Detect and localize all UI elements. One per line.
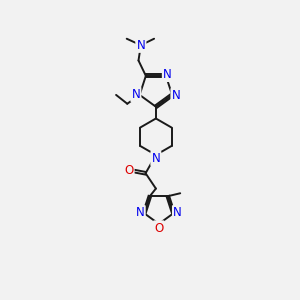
Text: N: N [172,89,180,102]
Text: O: O [124,164,134,177]
Text: N: N [136,206,145,219]
Text: N: N [152,152,160,165]
Text: N: N [163,68,172,81]
Text: N: N [136,39,145,52]
Text: N: N [131,88,140,101]
Text: O: O [154,221,164,235]
Text: N: N [173,206,182,219]
